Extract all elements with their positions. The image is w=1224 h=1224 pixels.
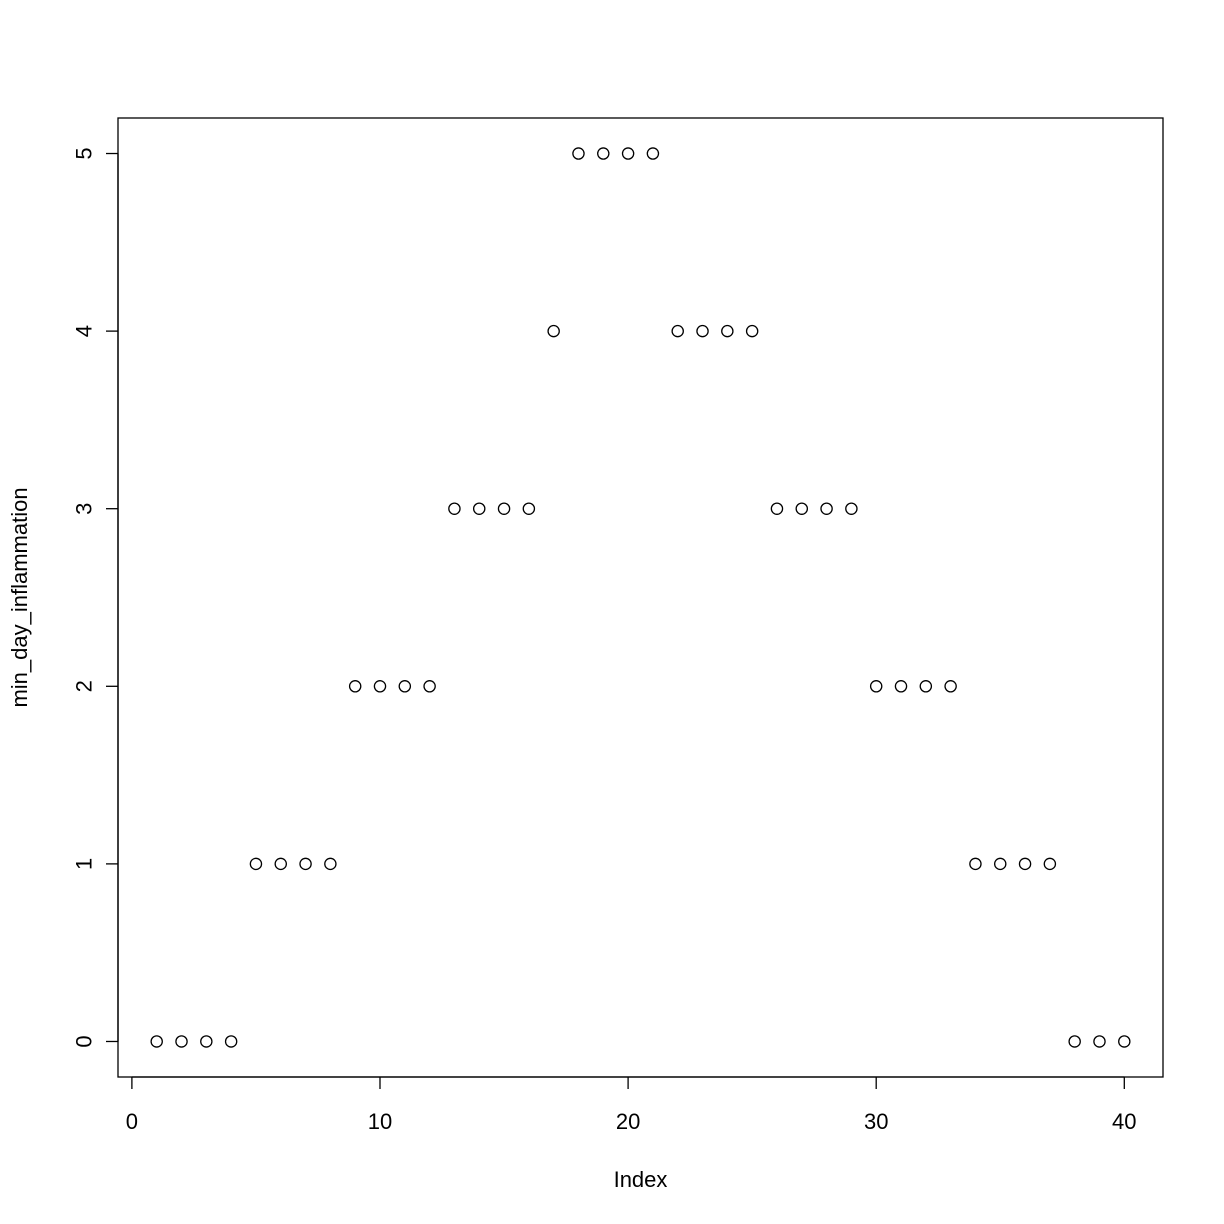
data-point xyxy=(472,502,486,515)
data-point xyxy=(1093,1035,1106,1048)
data-point xyxy=(150,1035,163,1048)
data-point xyxy=(646,147,660,160)
data-point xyxy=(200,1035,213,1048)
y-tick-label: 0 xyxy=(72,1035,97,1047)
data-point xyxy=(448,502,461,515)
data-point xyxy=(969,857,982,871)
data-point xyxy=(398,680,412,693)
data-point xyxy=(621,147,635,160)
data-point xyxy=(348,680,362,693)
y-tick-label: 1 xyxy=(72,858,97,870)
y-tick-label: 2 xyxy=(72,680,97,692)
data-point xyxy=(1118,1035,1131,1048)
data-point xyxy=(597,147,610,160)
data-point xyxy=(696,324,709,338)
x-tick-label: 10 xyxy=(368,1109,392,1134)
data-point xyxy=(944,680,957,693)
data-point xyxy=(249,857,263,871)
data-point xyxy=(423,680,436,693)
data-point xyxy=(497,502,511,515)
y-axis: 0 1 2 3 4 5 xyxy=(72,147,119,1048)
data-point xyxy=(993,857,1007,871)
data-point xyxy=(919,680,933,693)
y-tick-label: 5 xyxy=(72,147,97,159)
x-tick-label: 0 xyxy=(126,1109,138,1134)
data-point xyxy=(274,857,288,871)
data-point xyxy=(721,324,734,338)
y-tick-label: 3 xyxy=(72,503,97,515)
plot-frame xyxy=(117,117,1164,1078)
data-point xyxy=(324,857,337,871)
data-point xyxy=(745,324,759,338)
x-tick-label: 40 xyxy=(1112,1109,1136,1134)
data-point xyxy=(1018,857,1032,871)
data-point xyxy=(820,502,833,515)
x-tick-label: 30 xyxy=(864,1109,888,1134)
data-point xyxy=(373,680,387,693)
x-axis-label: Index xyxy=(614,1167,668,1192)
data-point xyxy=(224,1035,238,1048)
data-point xyxy=(894,680,908,693)
data-point xyxy=(671,324,684,338)
data-point xyxy=(522,502,536,515)
data-point xyxy=(299,857,312,871)
data-point xyxy=(845,502,858,515)
data-point xyxy=(572,147,585,160)
data-point xyxy=(795,502,809,515)
data-point xyxy=(1043,857,1057,871)
x-axis: 0 10 20 30 40 xyxy=(126,1076,1137,1134)
x-tick-label: 20 xyxy=(616,1109,640,1134)
data-points xyxy=(150,147,1131,1048)
data-point xyxy=(1068,1035,1081,1048)
y-axis-label: min_day_inflammation xyxy=(7,487,32,707)
y-tick-label: 4 xyxy=(72,325,97,337)
data-point xyxy=(547,324,560,338)
data-point xyxy=(770,502,784,515)
data-point xyxy=(869,680,883,693)
data-point xyxy=(175,1035,188,1048)
